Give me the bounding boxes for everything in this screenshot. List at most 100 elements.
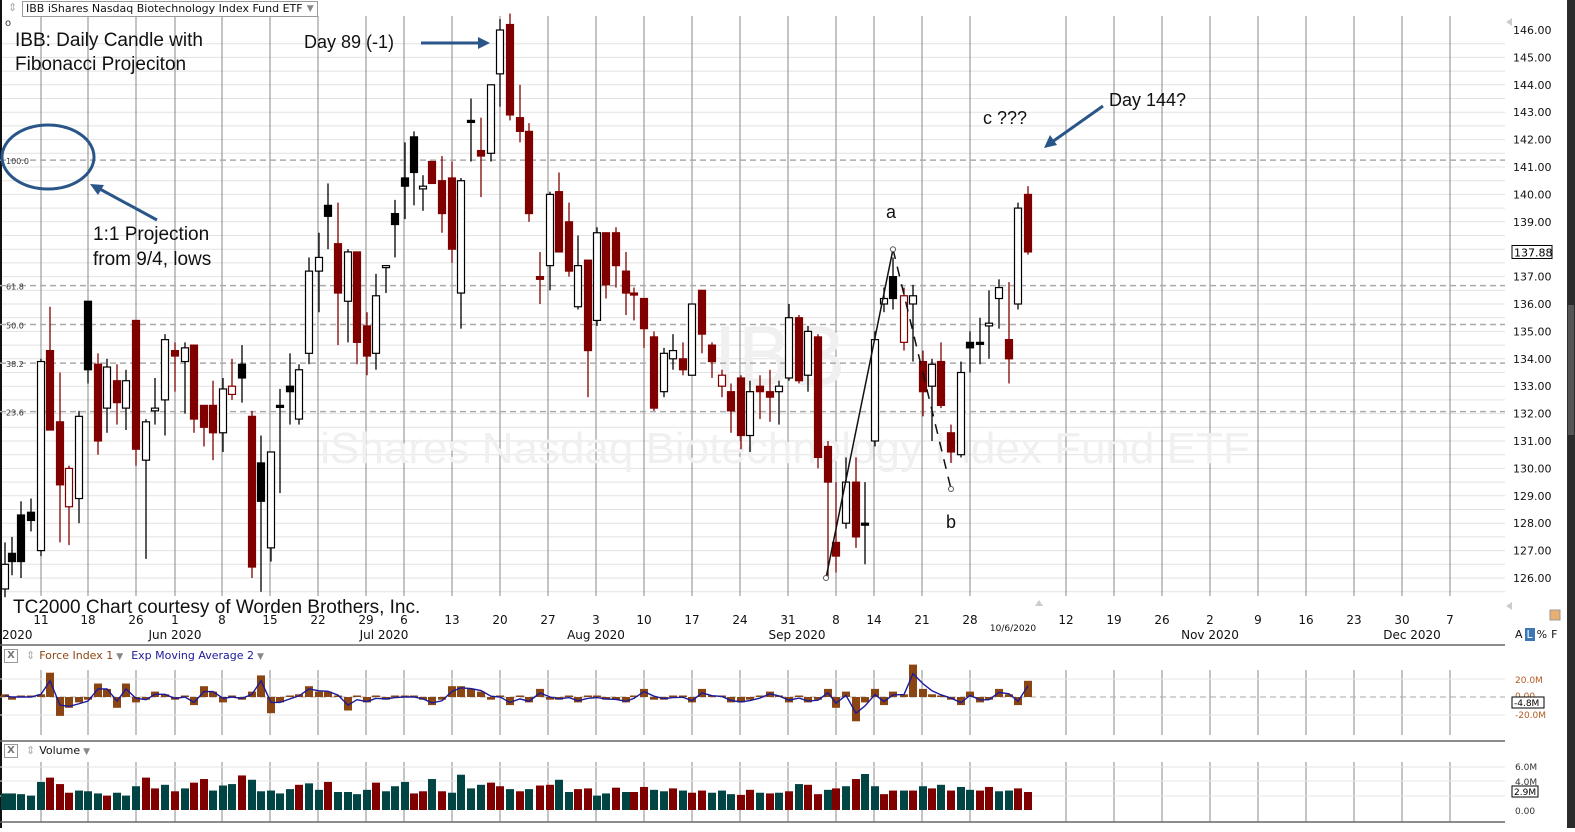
date-tick-label[interactable]: 6 xyxy=(400,613,408,627)
swing-line-start-a[interactable] xyxy=(825,249,894,579)
date-tick-label[interactable]: 11 xyxy=(33,613,48,627)
date-tick-label[interactable]: 19 xyxy=(1106,613,1121,627)
candle xyxy=(150,377,160,425)
ruler-icon[interactable] xyxy=(1549,609,1561,621)
candle-body xyxy=(823,445,833,483)
drag-handle-icon[interactable]: ⇕ xyxy=(26,649,36,662)
force-bar xyxy=(276,697,284,703)
date-tick-label[interactable]: 27 xyxy=(540,613,555,627)
volume-bar xyxy=(985,786,993,810)
close-volume-panel-button[interactable]: X xyxy=(4,744,18,758)
volume-bar xyxy=(372,782,380,810)
date-tick-label[interactable]: 17 xyxy=(684,613,699,627)
date-tick-label[interactable]: 26 xyxy=(128,613,143,627)
date-tick-label[interactable]: 10 xyxy=(636,613,651,627)
month-label[interactable]: Jul 2020 xyxy=(359,628,409,642)
volume-bar xyxy=(622,792,630,810)
swing-point-handle[interactable] xyxy=(890,246,896,253)
date-tick-label[interactable]: 22 xyxy=(310,613,325,627)
swing-point-handle[interactable] xyxy=(823,575,829,581)
swing-point-handle[interactable] xyxy=(948,485,954,492)
swing-line-a-b[interactable] xyxy=(892,249,952,490)
candle xyxy=(400,142,410,220)
date-tick-label[interactable]: 21 xyxy=(914,613,929,627)
scrollbar-thumb[interactable] xyxy=(1568,305,1574,435)
date-tick-label[interactable]: 16 xyxy=(1298,613,1313,627)
force-index-title[interactable]: Force Index 1 xyxy=(39,649,114,662)
force-bar xyxy=(727,697,735,703)
scale-mode-toggle[interactable]: A L% F xyxy=(1513,628,1559,641)
ema-title[interactable]: Exp Moving Average 2 xyxy=(131,649,255,662)
date-tick-label[interactable]: 23 xyxy=(1346,613,1361,627)
annotations: IBB: Daily Candle with Fibonacci Projeci… xyxy=(0,18,1186,618)
month-label[interactable]: Dec 2020 xyxy=(1383,628,1441,642)
date-tick-label[interactable]: 31 xyxy=(780,613,795,627)
candle-body xyxy=(16,514,26,563)
date-tick-label[interactable]: 8 xyxy=(832,613,840,627)
date-tick-label[interactable]: 29 xyxy=(358,613,373,627)
date-tick-label[interactable]: 28 xyxy=(962,613,977,627)
candle xyxy=(275,388,285,494)
price-tick-label: 140.00 xyxy=(1513,188,1552,201)
volume-bar xyxy=(56,784,64,810)
day89-label: Day 89 (-1) xyxy=(304,32,394,52)
date-tick-label[interactable]: 8 xyxy=(218,613,226,627)
month-label[interactable]: Aug 2020 xyxy=(567,628,625,642)
chevron-down-icon[interactable]: ▼ xyxy=(116,652,124,662)
volume-bar xyxy=(27,795,35,810)
date-tick-label[interactable]: 18 xyxy=(80,613,95,627)
candle-body xyxy=(717,374,727,387)
date-tick-label[interactable]: 14 xyxy=(866,613,881,627)
force-bar xyxy=(457,686,465,697)
date-tick-label[interactable]: 30 xyxy=(1394,613,1409,627)
drag-handle-icon[interactable]: ⇕ xyxy=(8,1,18,14)
volume-bar xyxy=(909,790,917,810)
date-tick-label[interactable]: 9 xyxy=(1254,613,1262,627)
fib-level-label: 100.0 xyxy=(6,157,29,166)
chevron-down-icon[interactable]: ▼ xyxy=(257,652,264,662)
date-tick-label[interactable]: 1 xyxy=(171,613,179,627)
volume-bar xyxy=(584,788,592,810)
scale-mode-percent[interactable]: % xyxy=(1536,628,1548,641)
month-label[interactable]: Jun 2020 xyxy=(147,628,201,642)
candle xyxy=(813,334,823,469)
drag-handle-icon[interactable]: ⇕ xyxy=(26,744,36,757)
month-label[interactable]: 2020 xyxy=(2,628,33,642)
candle xyxy=(803,325,813,392)
chevron-down-icon[interactable]: ▼ xyxy=(83,747,91,757)
scale-mode-arithmetic[interactable]: A xyxy=(1515,628,1523,641)
date-axis[interactable]: 11 18 26 1 8 15 22 29 6 13 20 27 3 10 17 24 31 8 14 21 28 12 1… xyxy=(0,613,1505,742)
symbol-select[interactable]: IBB iShares Nasdaq Biotechnology Index F… xyxy=(22,1,318,17)
candle-body xyxy=(170,349,180,357)
date-tick-label[interactable]: 2 xyxy=(1206,613,1214,627)
close-force-panel-button[interactable]: X xyxy=(4,649,18,663)
date-tick-label[interactable]: 13 xyxy=(444,613,459,627)
date-tick-label[interactable]: 15 xyxy=(262,613,277,627)
candle xyxy=(755,375,765,420)
price-axis[interactable]: 146.00 145.00 144.00 143.00 142.00 141.00 140.… xyxy=(1035,0,1567,645)
force-bar xyxy=(305,686,313,697)
vertical-scrollbar[interactable] xyxy=(1567,0,1575,828)
month-label[interactable]: Nov 2020 xyxy=(1181,628,1239,642)
scale-mode-fixed[interactable]: F xyxy=(1551,628,1558,641)
date-tick-label[interactable]: 20 xyxy=(492,613,507,627)
volume-title[interactable]: Volume xyxy=(39,744,81,757)
force-bar xyxy=(516,695,524,697)
scale-mode-log[interactable]: L xyxy=(1524,628,1535,641)
volume-bar xyxy=(477,784,485,810)
force-bar xyxy=(190,697,198,706)
swing-lines[interactable] xyxy=(823,246,954,581)
date-tick-label[interactable]: 3 xyxy=(592,613,600,627)
date-tick-label[interactable]: 7 xyxy=(1446,613,1454,627)
month-label[interactable]: Sep 2020 xyxy=(769,628,826,642)
volume-tick-label: 4.0M xyxy=(1515,778,1537,788)
candle-body xyxy=(659,352,669,393)
date-tick-label[interactable]: 26 xyxy=(1154,613,1169,627)
date-tick-label[interactable]: 24 xyxy=(732,613,747,627)
candle-body xyxy=(965,341,975,349)
candle-body xyxy=(1013,207,1023,305)
candle xyxy=(83,300,93,384)
force-last-value: -4.8M xyxy=(1514,699,1539,709)
date-tick-label[interactable]: 12 xyxy=(1058,613,1073,627)
